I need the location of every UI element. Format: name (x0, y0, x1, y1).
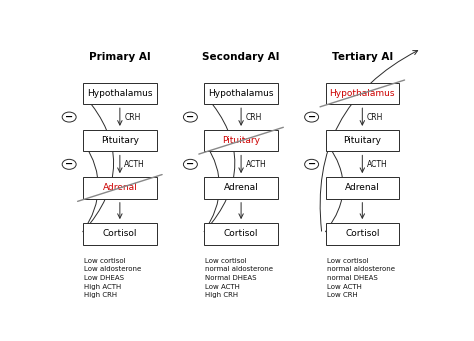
Text: Pituitary: Pituitary (343, 136, 381, 145)
Text: High CRH: High CRH (205, 292, 238, 298)
Text: Cortisol: Cortisol (345, 229, 380, 238)
FancyBboxPatch shape (204, 130, 278, 151)
Text: −: − (65, 112, 73, 121)
Circle shape (305, 159, 319, 169)
Text: Hypothalamus: Hypothalamus (209, 89, 274, 98)
Text: Low cortisol: Low cortisol (205, 257, 247, 264)
FancyBboxPatch shape (326, 223, 399, 245)
Text: Tertiary AI: Tertiary AI (332, 52, 393, 62)
Circle shape (183, 159, 197, 169)
Text: High CRH: High CRH (84, 292, 118, 298)
Text: ACTH: ACTH (124, 160, 145, 169)
Text: ACTH: ACTH (246, 160, 266, 169)
FancyBboxPatch shape (326, 130, 399, 151)
Text: Low aldosterone: Low aldosterone (84, 266, 141, 272)
FancyBboxPatch shape (83, 223, 156, 245)
Circle shape (62, 112, 76, 122)
Text: Low cortisol: Low cortisol (327, 257, 368, 264)
Text: CRH: CRH (367, 113, 383, 121)
FancyBboxPatch shape (326, 83, 399, 104)
FancyBboxPatch shape (204, 223, 278, 245)
Text: −: − (308, 112, 316, 121)
Text: Low CRH: Low CRH (327, 292, 357, 298)
Text: Cortisol: Cortisol (102, 229, 137, 238)
Text: −: − (186, 159, 194, 169)
Text: Adrenal: Adrenal (102, 183, 137, 192)
Text: −: − (186, 112, 194, 121)
FancyBboxPatch shape (83, 130, 156, 151)
FancyBboxPatch shape (83, 83, 156, 104)
Circle shape (62, 159, 76, 169)
Text: Primary AI: Primary AI (89, 52, 151, 62)
Text: Hypothalamus: Hypothalamus (329, 89, 395, 98)
FancyBboxPatch shape (204, 83, 278, 104)
Text: Normal DHEAS: Normal DHEAS (205, 275, 257, 281)
Text: Low ACTH: Low ACTH (205, 283, 240, 290)
Text: CRH: CRH (246, 113, 262, 121)
Text: Low DHEAS: Low DHEAS (84, 275, 124, 281)
Text: ACTH: ACTH (367, 160, 387, 169)
Text: −: − (308, 159, 316, 169)
Text: normal DHEAS: normal DHEAS (327, 275, 377, 281)
Circle shape (305, 112, 319, 122)
Text: normal aldosterone: normal aldosterone (327, 266, 395, 272)
Text: High ACTH: High ACTH (84, 283, 121, 290)
Text: Low cortisol: Low cortisol (84, 257, 126, 264)
FancyBboxPatch shape (326, 177, 399, 199)
Text: Hypothalamus: Hypothalamus (87, 89, 153, 98)
Text: Pituitary: Pituitary (101, 136, 139, 145)
Text: −: − (65, 159, 73, 169)
Circle shape (183, 112, 197, 122)
Text: CRH: CRH (124, 113, 141, 121)
Text: Secondary AI: Secondary AI (202, 52, 280, 62)
FancyBboxPatch shape (83, 177, 156, 199)
Text: Low ACTH: Low ACTH (327, 283, 362, 290)
FancyBboxPatch shape (204, 177, 278, 199)
Text: Adrenal: Adrenal (345, 183, 380, 192)
Text: normal aldosterone: normal aldosterone (205, 266, 273, 272)
Text: Pituitary: Pituitary (222, 136, 260, 145)
Text: Cortisol: Cortisol (224, 229, 258, 238)
Text: Adrenal: Adrenal (224, 183, 258, 192)
